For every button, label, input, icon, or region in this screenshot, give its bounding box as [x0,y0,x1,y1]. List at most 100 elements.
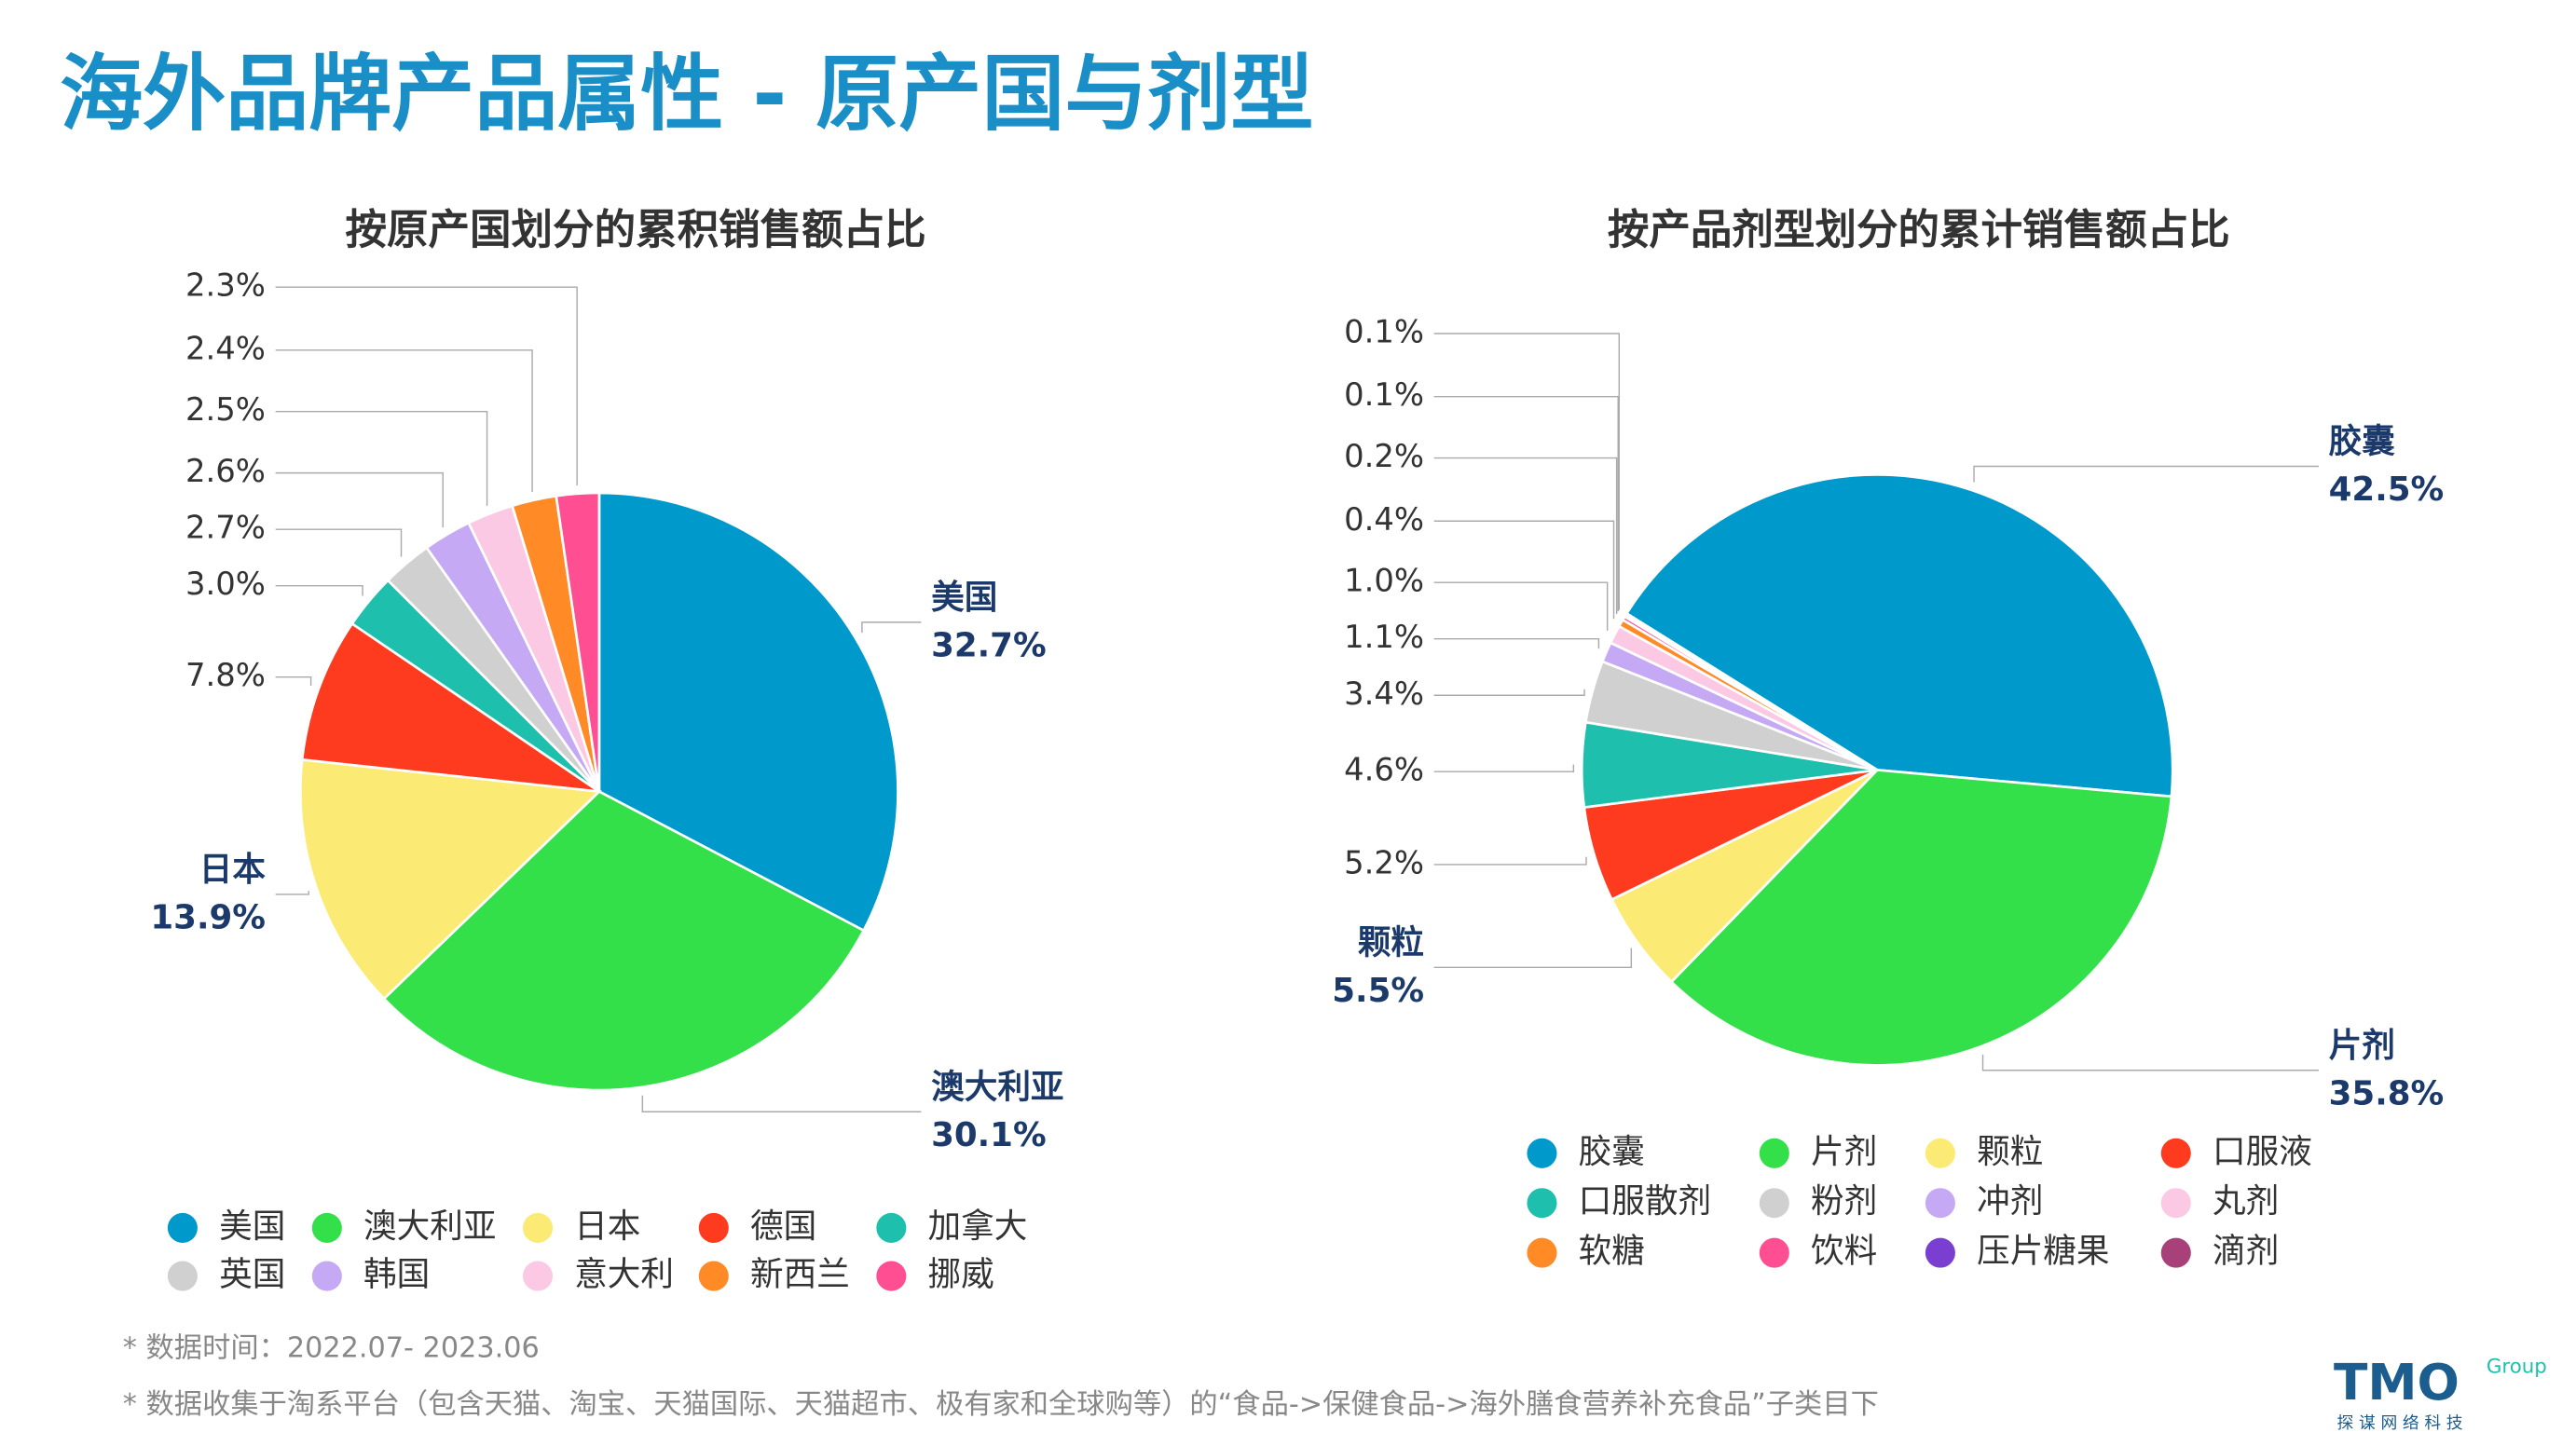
legend-label: 英国 [219,1256,285,1294]
slice-name: 颗粒 [1358,923,1424,962]
legend-swatch [1527,1188,1557,1219]
value-label: 1.0% [1344,563,1424,599]
legend-swatch [1759,1138,1789,1168]
pie-slice [1669,769,2173,1067]
slice-name: 胶囊 [2329,423,2396,461]
pie-slice [382,789,866,1092]
leader-line [1433,395,1619,612]
leader-line [1433,333,1621,610]
legend-swatch [698,1261,729,1291]
leader-line [1973,465,2319,483]
leader-line [1433,581,1609,631]
legend-swatch [1759,1188,1789,1219]
value-label: 2.5% [185,391,266,428]
legend-swatch [1925,1138,1955,1168]
leader-line [641,1095,922,1112]
legend-label: 美国 [219,1207,285,1246]
leader-line [1433,637,1600,649]
legend-label: 饮料 [1811,1233,1877,1271]
legend-label: 胶囊 [1579,1133,1645,1171]
legend-label: 冲剂 [1977,1182,2043,1221]
leader-line [1433,856,1587,866]
leader-line [275,675,312,687]
leader-line [275,891,309,895]
value-label: 32.7% [931,627,1047,665]
leader-line [275,349,533,493]
value-label: 7.8% [185,657,266,693]
leader-line [1981,1054,2319,1071]
legend-label: 加拿大 [928,1207,1028,1246]
legend-label: 德国 [750,1207,816,1246]
logo-tagline: 探 谋 网 络 科 技 [2337,1413,2463,1433]
legend-swatch [1527,1237,1557,1268]
leader-line [275,286,578,485]
value-label: 2.6% [185,453,266,489]
slice-name: 美国 [931,579,997,617]
value-label: 35.8% [2329,1074,2445,1112]
legend-swatch [522,1261,554,1291]
value-label: 5.2% [1344,844,1424,880]
value-label: 3.0% [185,566,266,602]
footnote: * 数据收集于淘系平台（包含天猫、淘宝、天猫国际、天猫超市、极有家和全球购等）的… [123,1388,1879,1421]
legend-label: 口服散剂 [1579,1182,1711,1221]
value-label: 0.1% [1344,376,1424,413]
legend-label: 韩国 [363,1256,430,1294]
legend-swatch [876,1261,907,1291]
legend-swatch [2160,1188,2191,1219]
value-label: 3.4% [1344,675,1424,712]
leader-line [275,471,444,527]
leader-line [1433,764,1575,772]
pie-slice [597,491,899,933]
pie-slice [1624,611,1878,771]
leader-line [861,621,922,634]
slice-name: 澳大利亚 [931,1068,1063,1106]
value-label: 30.1% [931,1116,1047,1154]
value-label: 2.7% [185,510,266,546]
value-label: 2.4% [185,330,266,366]
legend-label: 意大利 [574,1256,674,1294]
leader-line [1433,689,1585,696]
value-label: 13.9% [150,899,266,937]
chart-title: 按原产国划分的累积销售额占比 [345,206,925,253]
legend-label: 片剂 [1811,1133,1877,1171]
slice-name: 片剂 [2329,1027,2395,1065]
legend-swatch [1527,1138,1557,1168]
value-label: 5.5% [1332,972,1424,1010]
legend-swatch [522,1212,554,1243]
legend-label: 澳大利亚 [363,1207,496,1246]
legend-label: 滴剂 [2213,1233,2279,1271]
legend-swatch [167,1261,198,1291]
legend-label: 口服液 [2213,1133,2312,1171]
legend-swatch [2160,1237,2191,1268]
legend-label: 颗粒 [1977,1133,2043,1171]
value-label: 2.3% [185,267,266,304]
footnote: * 数据时间：2022.07- 2023.06 [123,1331,540,1364]
legend-label: 粉剂 [1811,1182,1877,1221]
legend-swatch [1925,1237,1955,1268]
legend-swatch [2160,1138,2191,1168]
legend-label: 新西兰 [750,1256,850,1294]
legend-swatch [311,1261,342,1291]
legend-label: 丸剂 [2213,1182,2279,1221]
leader-line [275,585,363,596]
legend-swatch [311,1212,342,1243]
leader-line [1433,457,1618,614]
legend-label: 软糖 [1579,1233,1645,1271]
pie-slice [299,757,602,1001]
legend-label: 压片糖果 [1977,1233,2109,1271]
legend-swatch [1759,1237,1789,1268]
legend-label: 日本 [574,1207,640,1246]
leader-line [275,528,403,557]
slide-title: 海外品牌产品属性 - 原产国与剂型 [60,45,1313,142]
logo-mark: TMO [2334,1353,2460,1412]
value-label: 0.2% [1344,438,1424,474]
legend-swatch [1925,1188,1955,1219]
pie-slice [555,491,601,792]
chart-title: 按产品剂型划分的累计销售额占比 [1608,206,2230,253]
legend-swatch [167,1212,198,1243]
value-label: 4.6% [1344,752,1424,788]
value-label: 42.5% [2329,471,2445,509]
leader-line [275,411,488,506]
